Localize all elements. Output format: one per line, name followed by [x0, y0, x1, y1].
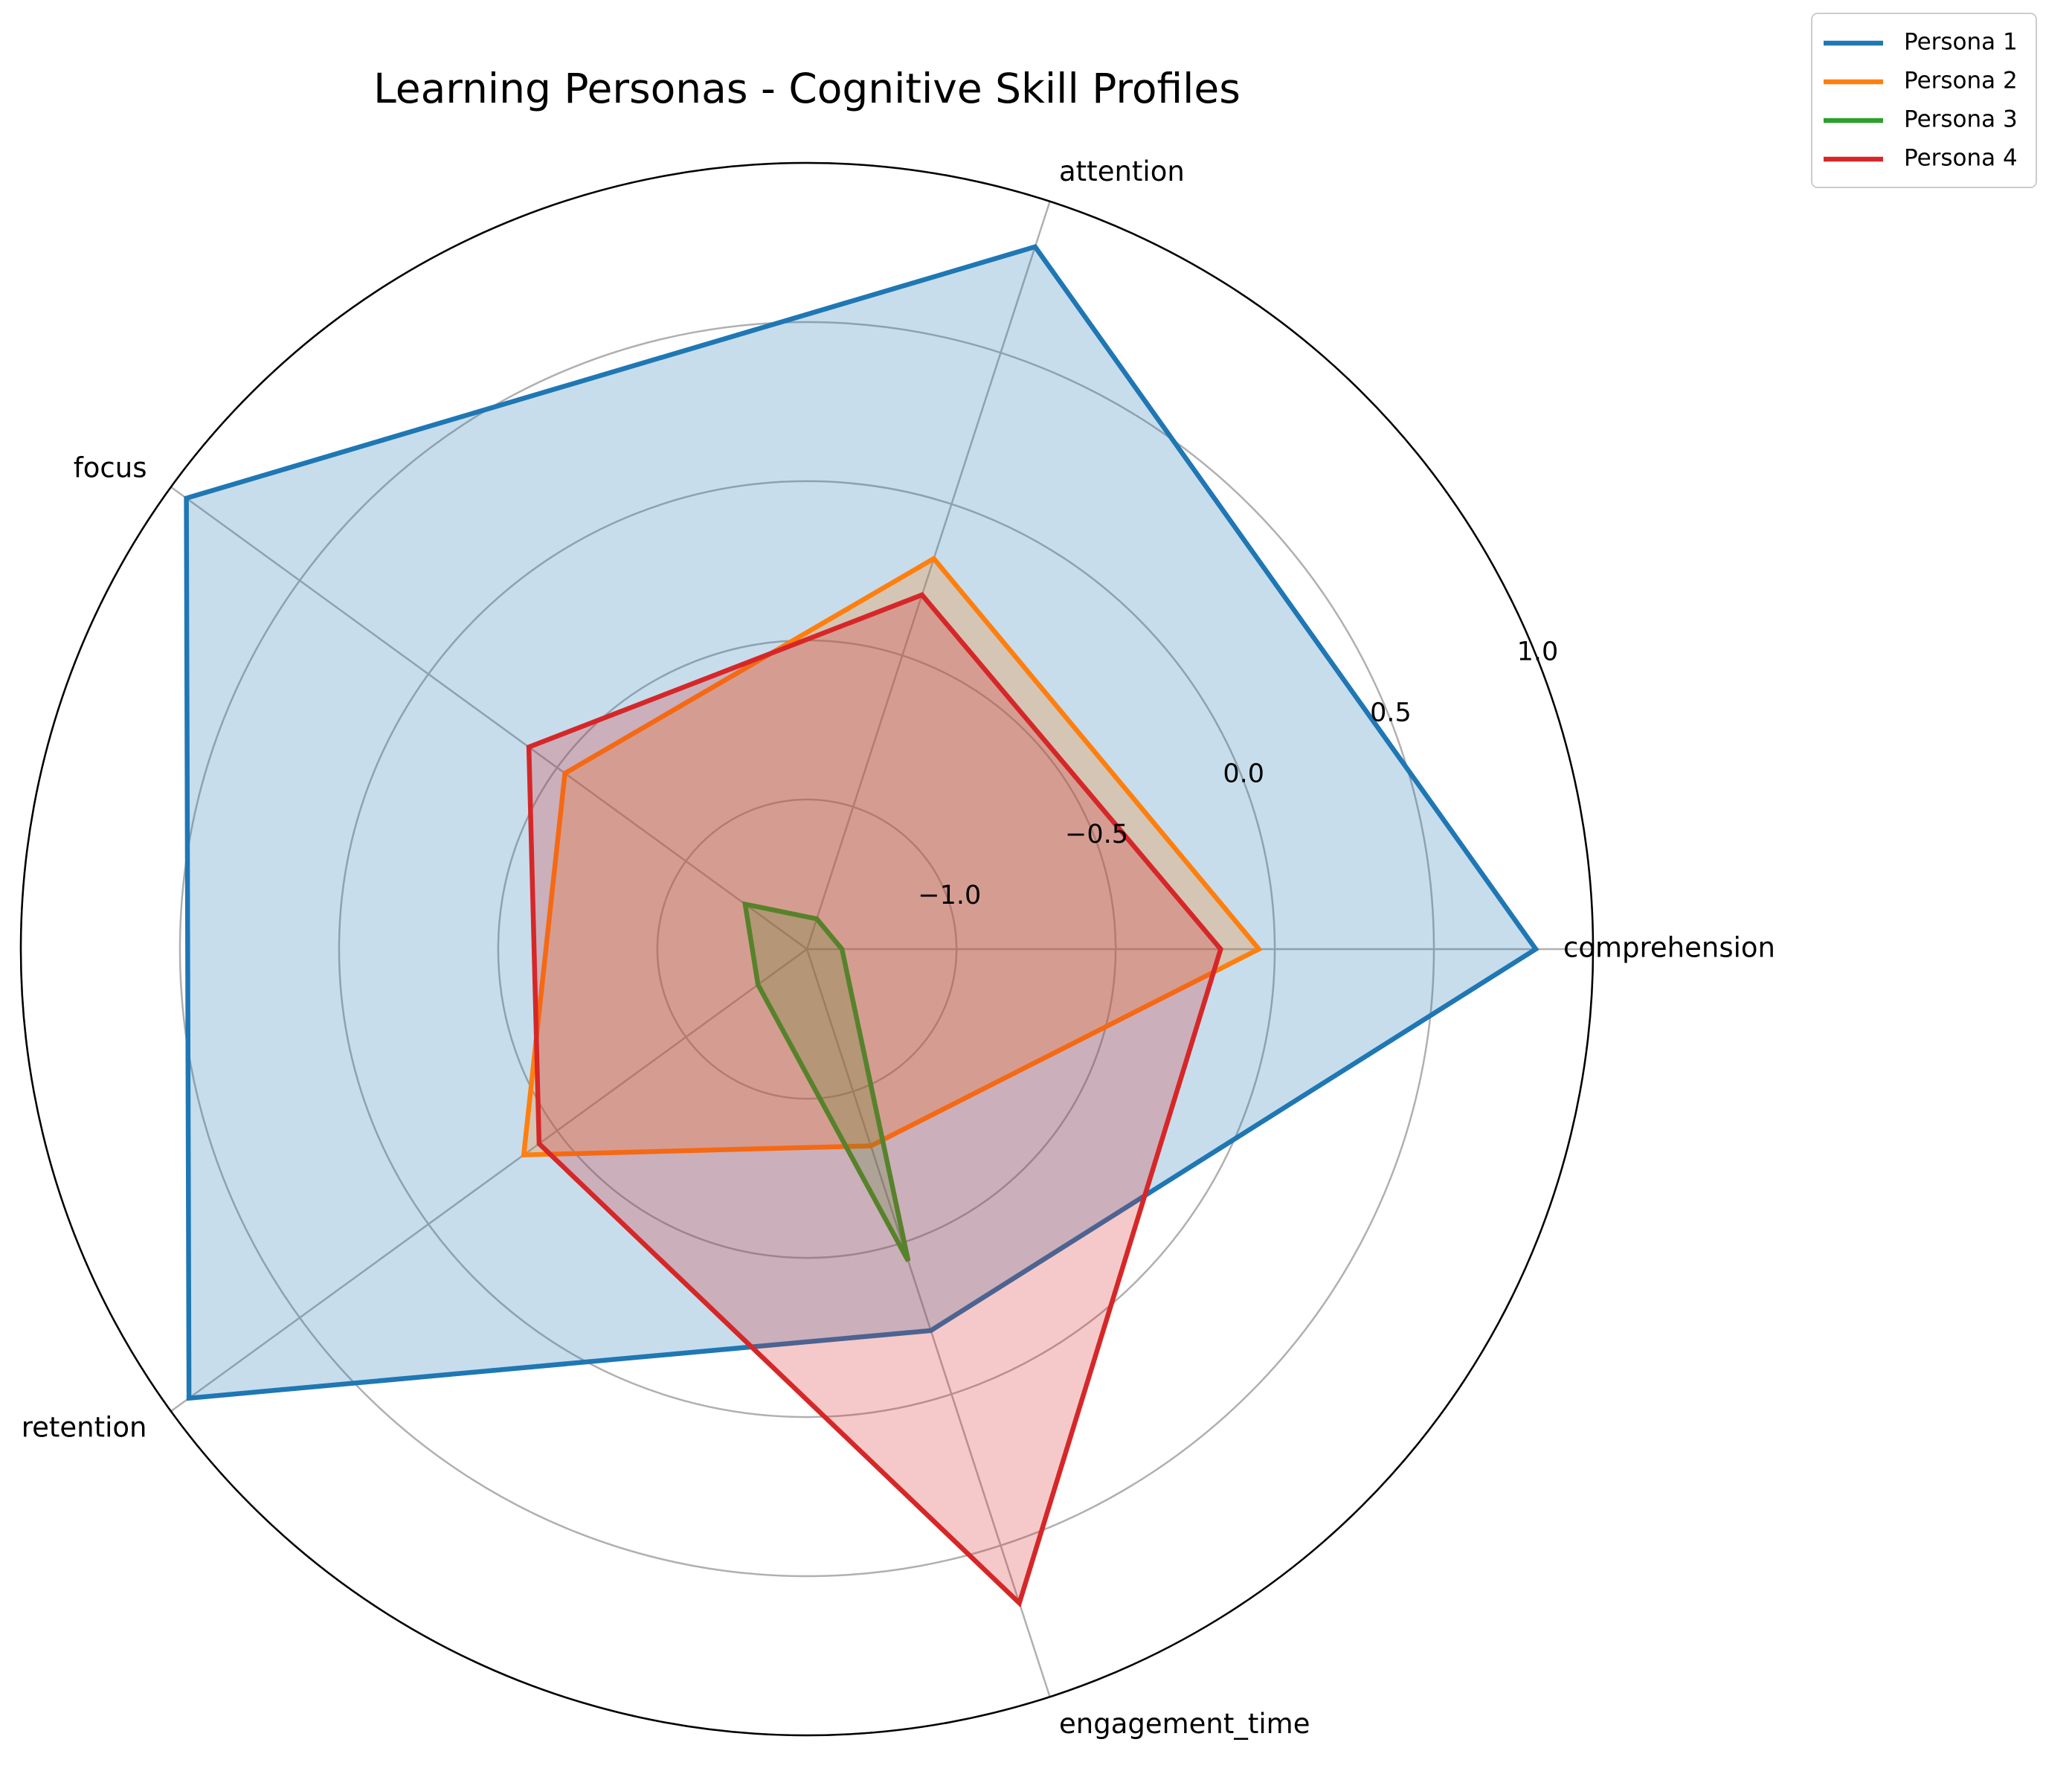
- radial-tick-label: −0.5: [1065, 820, 1128, 849]
- series-line-persona-3: [741, 901, 911, 1262]
- polar-frame: [19, 161, 1595, 1737]
- radial-grid: [19, 161, 1595, 1737]
- radial-tick-label: 1.0: [1517, 637, 1559, 667]
- series-fill-persona-4: [529, 594, 1221, 1604]
- series-line-persona-2: [521, 555, 1263, 1158]
- chart-title: Learning Personas - Cognitive Skill Prof…: [373, 65, 1241, 112]
- series-line-persona-1: [184, 244, 1539, 1401]
- legend-frame: [1811, 13, 2037, 188]
- category-label-retention: retention: [22, 1411, 147, 1443]
- legend-label-persona-4: Persona 4: [1904, 145, 2018, 172]
- legend-label-persona-1: Persona 1: [1904, 29, 2018, 56]
- series-fill-persona-2: [524, 559, 1259, 1155]
- legend: Persona 1 Persona 2 Persona 3 Persona 4: [1811, 13, 2037, 188]
- category-label-engagement_time: engagement_time: [1059, 1708, 1310, 1740]
- radial-tick-label: 0.5: [1370, 698, 1412, 727]
- axis-labels: −1.0 −0.5 0.0 0.5 1.0 comprehension attention f…: [22, 155, 1775, 1740]
- category-label-attention: attention: [1059, 155, 1185, 187]
- legend-label-persona-3: Persona 3: [1904, 106, 2018, 133]
- series-layer: [184, 244, 1539, 1608]
- series-fill-persona-3: [744, 904, 909, 1262]
- radial-tick-label: 0.0: [1223, 759, 1264, 788]
- spoke-retention: [170, 948, 808, 1413]
- spoke-engagement_time: [805, 948, 1051, 1697]
- series-line-persona-4: [526, 591, 1223, 1608]
- category-label-focus: focus: [74, 452, 147, 484]
- category-label-comprehension: comprehension: [1563, 932, 1775, 964]
- series-fill-persona-1: [186, 246, 1537, 1398]
- spoke-focus: [170, 486, 808, 951]
- radial-tick-label: −1.0: [918, 881, 981, 910]
- legend-label-persona-2: Persona 2: [1904, 68, 2018, 94]
- spoke-attention: [805, 201, 1051, 950]
